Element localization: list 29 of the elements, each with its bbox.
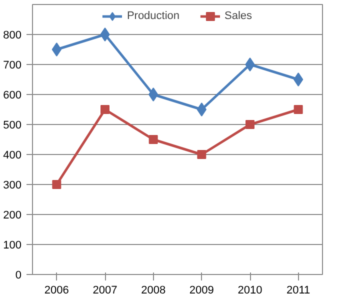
legend-label: Sales	[224, 10, 252, 22]
point	[148, 135, 158, 144]
point	[294, 72, 304, 86]
x-tick-label: 2007	[92, 284, 118, 296]
y-tick-label: 800	[3, 30, 22, 42]
y-tick-label: 500	[3, 120, 22, 132]
point	[148, 88, 158, 102]
y-tick-label: 700	[3, 60, 22, 72]
x-tick-label: 2008	[141, 284, 166, 296]
point	[246, 120, 254, 129]
legend-label: Production	[126, 10, 180, 22]
x-tick-label: 2011	[286, 284, 310, 296]
y-tick-label: 0	[15, 270, 22, 282]
point	[197, 150, 206, 159]
y-tick-label: 100	[3, 240, 22, 252]
point	[52, 42, 62, 56]
point	[196, 102, 206, 116]
x-tick-label: 2006	[44, 284, 69, 296]
point	[100, 105, 110, 114]
y-tick-label: 400	[3, 150, 22, 162]
point	[100, 28, 110, 42]
point	[245, 58, 255, 72]
y-tick-label: 300	[3, 180, 22, 192]
y-tick-label: 200	[3, 210, 22, 222]
y-tick-label: 600	[3, 90, 22, 102]
x-tick-label: 2010	[238, 284, 262, 296]
x-tick-label: 2009	[189, 284, 214, 296]
point	[294, 105, 303, 114]
point	[52, 180, 62, 189]
